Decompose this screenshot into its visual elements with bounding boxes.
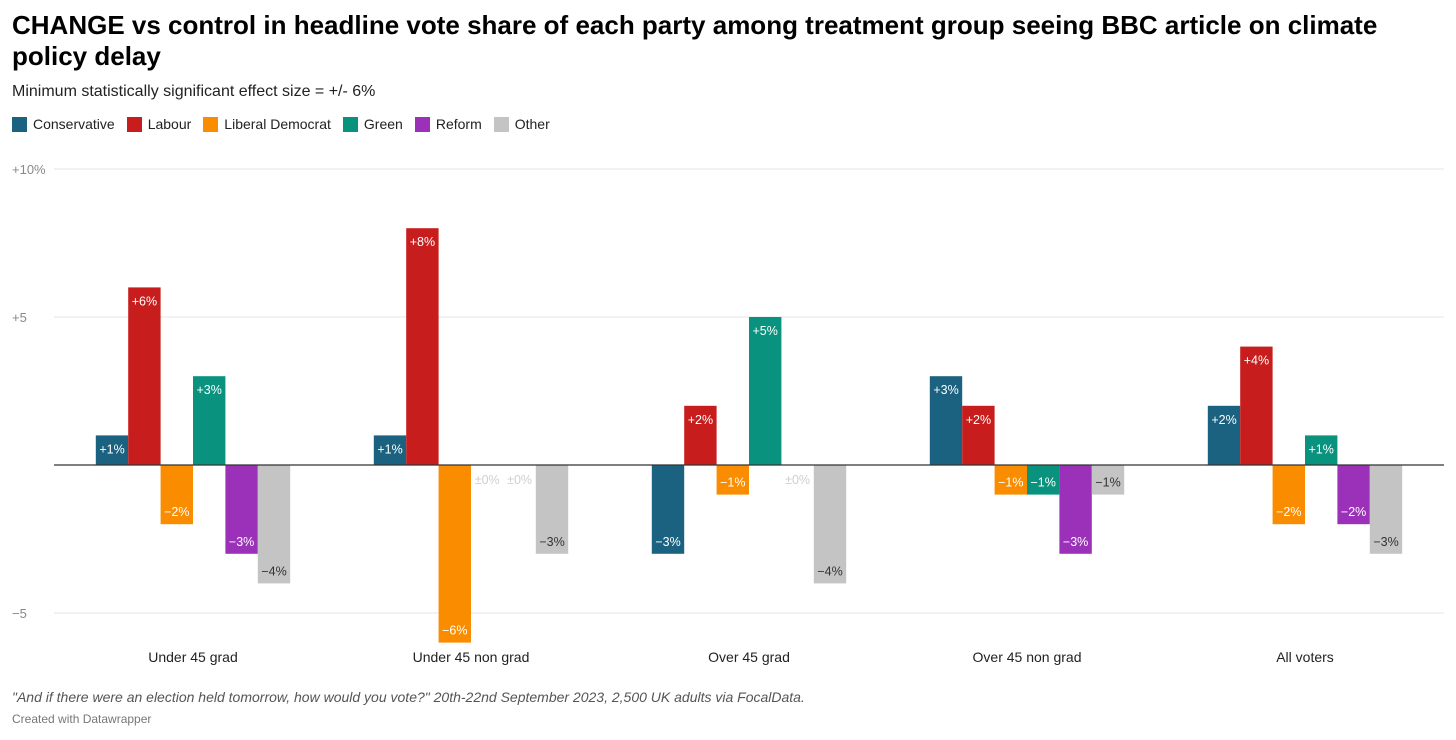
x-tick-label: Over 45 non grad — [973, 649, 1082, 665]
data-label: −1% — [720, 476, 745, 490]
data-label: −3% — [655, 535, 680, 549]
legend-swatch — [493, 116, 509, 132]
chart-subtitle: Minimum statistically significant effect… — [12, 83, 376, 100]
legend-label: Green — [363, 116, 403, 132]
bar-liberal-democrat — [160, 465, 193, 525]
bar-green — [193, 376, 226, 465]
legend-swatch — [414, 116, 430, 132]
data-label: −6% — [442, 624, 467, 638]
data-label: ±0% — [785, 473, 810, 487]
bar-green — [1305, 435, 1338, 465]
data-label: −1% — [998, 476, 1023, 490]
data-label: +1% — [99, 442, 124, 456]
legend-swatch — [203, 116, 219, 132]
bar-reform — [1337, 465, 1370, 525]
bar-labour — [128, 287, 161, 465]
bar-conservative — [929, 376, 963, 465]
data-label: −2% — [1276, 505, 1301, 519]
legend-item-green: Green — [342, 116, 403, 132]
data-label: −3% — [1373, 535, 1398, 549]
bar-other — [1369, 465, 1403, 554]
bar-labour — [1240, 346, 1273, 465]
data-label: −2% — [164, 505, 189, 519]
data-label: −1% — [1031, 476, 1056, 490]
legend: Conservative Labour Liberal Democrat Green R… — [12, 116, 550, 132]
y-tick-label: +10% — [12, 162, 46, 177]
y-tick-label: −5 — [12, 606, 27, 621]
data-label: +1% — [377, 442, 402, 456]
bar-other — [257, 465, 291, 584]
data-label: +4% — [1244, 354, 1269, 368]
x-tick-label: Under 45 non grad — [413, 649, 530, 665]
bar-chart: +10% +5 −5 +1% +6% −2% +3% −3% −4% Under 45 grad +… — [12, 162, 1444, 665]
bar-green — [749, 317, 782, 465]
data-label: +3% — [933, 383, 958, 397]
bar-labour — [684, 405, 717, 465]
bar-other — [535, 465, 569, 554]
data-label: −4% — [817, 564, 842, 578]
legend-label: Conservative — [33, 116, 115, 132]
data-label: +6% — [132, 294, 157, 308]
bar-conservative — [373, 435, 407, 465]
legend-label: Liberal Democrat — [224, 116, 331, 132]
bar-other — [813, 465, 847, 584]
legend-swatch — [12, 116, 27, 132]
data-label: +3% — [197, 383, 222, 397]
legend-item-liberal-democrat: Liberal Democrat — [203, 116, 331, 132]
legend-label: Other — [514, 116, 550, 132]
data-label: ±0% — [475, 473, 500, 487]
bar-conservative — [95, 435, 129, 465]
bar-labour — [962, 405, 995, 465]
bar-reform — [1059, 465, 1092, 554]
chart-notes: "And if there were an election held tomo… — [12, 689, 805, 705]
bar-labour — [406, 228, 439, 465]
x-tick-label: All voters — [1276, 649, 1334, 665]
legend-item-other: Other — [493, 116, 550, 132]
x-tick-label: Under 45 grad — [148, 649, 238, 665]
bar-liberal-democrat — [1272, 465, 1305, 525]
bar-green — [1027, 465, 1060, 495]
bar-other — [1091, 465, 1125, 495]
data-label: −3% — [229, 535, 254, 549]
bar-liberal-democrat — [716, 465, 749, 495]
data-label: +1% — [1309, 442, 1334, 456]
legend-label: Labour — [147, 116, 192, 132]
legend-item-labour: Labour — [126, 116, 192, 132]
legend-swatch — [126, 116, 142, 132]
data-label: −3% — [1063, 535, 1088, 549]
bar-liberal-democrat — [994, 465, 1027, 495]
data-label: +5% — [753, 324, 778, 338]
data-label: +8% — [410, 235, 435, 249]
bar-liberal-democrat — [438, 465, 471, 643]
data-label: ±0% — [507, 473, 532, 487]
y-tick-label: +5 — [12, 310, 27, 325]
data-label: +2% — [966, 413, 991, 427]
x-tick-label: Over 45 grad — [708, 649, 790, 665]
legend-swatch — [342, 116, 358, 132]
data-label: −3% — [539, 535, 564, 549]
data-label: −1% — [1095, 476, 1120, 490]
data-label: −2% — [1341, 505, 1366, 519]
chart-title: CHANGE vs control in headline vote share… — [12, 10, 1378, 71]
chart-credit: Created with Datawrapper — [12, 712, 152, 726]
bar-reform — [225, 465, 258, 554]
data-label: −4% — [261, 564, 286, 578]
bar-conservative — [651, 465, 685, 554]
bar-conservative — [1207, 405, 1241, 465]
data-label: +2% — [1211, 413, 1236, 427]
legend-label: Reform — [435, 116, 482, 132]
legend-item-reform: Reform — [414, 116, 482, 132]
data-label: +2% — [688, 413, 713, 427]
legend-item-conservative: Conservative — [12, 116, 115, 132]
